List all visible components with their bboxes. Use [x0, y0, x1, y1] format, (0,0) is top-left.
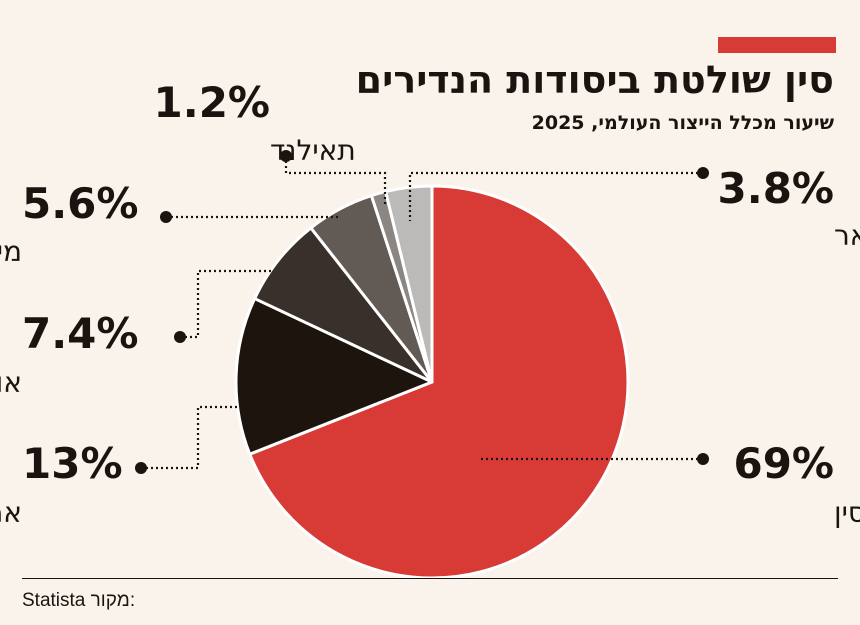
pie-slice-1 — [234, 297, 434, 456]
leader-dot-3 — [160, 211, 172, 223]
slice-value-label-0: 69% — [733, 439, 834, 488]
leader-line-1 — [141, 405, 241, 470]
slice-value-label-1: 13% — [22, 439, 123, 488]
chart-title: סין שולטת ביסודות הנדירים — [355, 58, 834, 102]
accent-bar — [718, 37, 836, 53]
source-divider — [22, 578, 838, 579]
leader-line-2 — [180, 269, 272, 339]
leader-line-4 — [284, 156, 387, 205]
leader-dot-4 — [280, 150, 292, 162]
source-label: מקור: — [90, 590, 136, 611]
leader-line-5 — [408, 171, 703, 221]
slice-value-label-4: 1.2% — [154, 78, 270, 127]
chart-subtitle: שיעור מכלל הייצור העולמי, 2025 — [531, 112, 834, 134]
leader-dot-0 — [697, 453, 709, 465]
source-name: Statista — [22, 590, 86, 611]
leader-dot-1 — [135, 462, 147, 474]
slice-value-label-2: 7.4% — [22, 309, 138, 358]
slice-value-label-5: 3.8% — [718, 164, 834, 213]
slice-category-label-3: מיאנמר — [0, 235, 22, 268]
slice-category-label-5: שאר — [834, 219, 860, 252]
leader-dot-2 — [174, 331, 186, 343]
slice-category-label-0: סין — [834, 496, 860, 529]
leader-dot-5 — [697, 167, 709, 179]
slice-category-label-4: תאילנד — [270, 134, 356, 167]
pie-slice-5 — [384, 184, 434, 384]
slice-category-label-2: אוסטרליה — [0, 366, 22, 399]
slice-value-label-3: 5.6% — [22, 179, 138, 228]
slice-category-label-1: ארה״ב — [0, 496, 22, 529]
pie-slice-0 — [248, 184, 630, 580]
source-line: Statista מקור: — [22, 590, 135, 612]
